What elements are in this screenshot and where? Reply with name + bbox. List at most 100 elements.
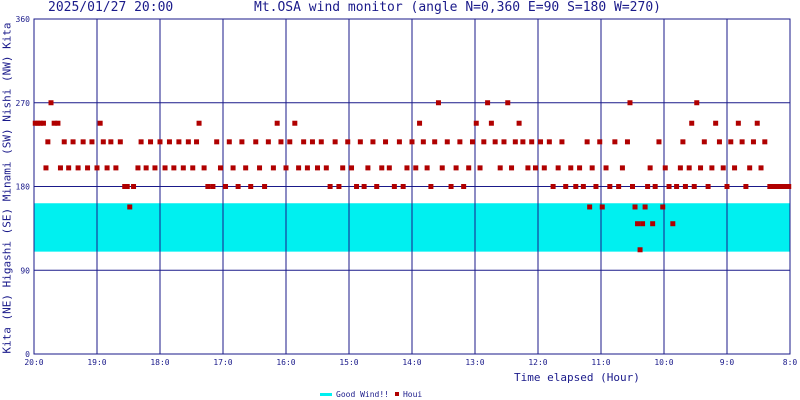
houi-point — [720, 165, 726, 171]
x-tick-label: 15:0 — [339, 358, 358, 367]
legend-label-houi: Houi — [402, 389, 423, 399]
chart-title: Mt.OSA wind monitor (angle N=0,360 E=90 … — [254, 0, 661, 15]
houi-point — [239, 139, 245, 145]
houi-point — [248, 184, 254, 189]
houi-point — [457, 139, 463, 145]
x-tick-label: 14:0 — [402, 358, 421, 367]
houi-point — [439, 165, 445, 171]
houi-point — [354, 184, 360, 189]
houi-point — [379, 165, 385, 171]
houi-point — [32, 120, 38, 126]
houi-point — [469, 139, 475, 145]
houi-point — [61, 139, 67, 145]
houi-point — [541, 165, 547, 171]
houi-point — [630, 184, 635, 189]
houi-point — [656, 139, 662, 145]
houi-point — [682, 184, 688, 189]
houi-point — [131, 184, 137, 189]
good-wind-swatch — [320, 392, 332, 396]
houi-point — [180, 165, 186, 171]
x-tick-label: 12:0 — [528, 358, 547, 367]
houi-point — [409, 139, 415, 145]
houi-point — [694, 100, 700, 106]
houi-point — [444, 139, 450, 145]
houi-point — [680, 139, 686, 145]
houi-point — [40, 120, 46, 126]
houi-point — [603, 165, 609, 171]
timestamp-label: 2025/01/27 20:00 — [48, 0, 174, 15]
houi-point — [301, 139, 307, 145]
houi-point — [100, 139, 106, 145]
houi-point — [94, 165, 100, 171]
houi-point — [332, 139, 338, 145]
houi-point — [477, 165, 483, 171]
houi-point — [767, 184, 773, 189]
houi-point — [201, 165, 207, 171]
houi-point — [735, 120, 741, 126]
houi-point — [666, 184, 672, 189]
houi-point — [593, 184, 599, 189]
houi-point — [190, 165, 196, 171]
houi-point — [262, 184, 268, 189]
houi-point — [37, 120, 43, 126]
houi-point — [171, 165, 177, 171]
houi-point — [647, 165, 653, 171]
x-tick-label: 13:0 — [465, 358, 484, 367]
houi-point — [396, 139, 402, 145]
houi-point — [481, 139, 487, 145]
houi-point — [117, 139, 123, 145]
houi-point — [771, 184, 777, 189]
x-tick-label: 8:0 — [783, 358, 798, 367]
houi-point — [196, 120, 202, 126]
houi-point — [108, 139, 114, 145]
houi-point — [466, 165, 472, 171]
houi-point — [309, 139, 315, 145]
x-tick-label: 16:0 — [276, 358, 295, 367]
houi-point — [157, 139, 163, 145]
houi-point — [104, 165, 110, 171]
houi-point — [550, 184, 556, 189]
houi-point — [35, 120, 41, 126]
houi-point — [674, 184, 680, 189]
houi-point — [85, 165, 91, 171]
houi-point — [43, 165, 49, 171]
houi-point — [113, 165, 119, 171]
x-tick-label: 17:0 — [213, 358, 232, 367]
y-tick-label: 180 — [16, 183, 31, 192]
houi-point — [55, 120, 61, 126]
houi-point — [619, 165, 625, 171]
houi-point — [97, 120, 103, 126]
houi-point — [580, 184, 586, 189]
houi-point — [432, 139, 438, 145]
houi-point — [345, 139, 351, 145]
houi-point — [568, 165, 574, 171]
y-tick-label: 0 — [25, 350, 30, 359]
houi-point — [89, 139, 95, 145]
houi-point — [176, 139, 182, 145]
houi-point — [525, 165, 531, 171]
houi-point — [509, 165, 515, 171]
x-tick-label: 10:0 — [654, 358, 673, 367]
houi-point — [205, 184, 211, 189]
houi-point — [51, 120, 57, 126]
x-tick-label: 20:0 — [24, 358, 43, 367]
houi-point — [689, 120, 695, 126]
houi-point — [650, 221, 656, 227]
houi-point — [597, 139, 603, 145]
houi-point — [473, 120, 479, 126]
houi-point — [435, 100, 441, 106]
houi-point — [660, 204, 666, 210]
houi-point — [223, 184, 229, 189]
houi-point — [584, 139, 590, 145]
houi-point — [529, 139, 535, 145]
houi-point — [185, 139, 191, 145]
houi-point — [577, 165, 583, 171]
houi-point — [404, 165, 410, 171]
houi-point — [724, 184, 730, 189]
houi-point — [497, 165, 503, 171]
houi-point — [599, 204, 605, 210]
houi-point — [383, 139, 389, 145]
houi-point — [612, 139, 618, 145]
houi-point — [235, 184, 241, 189]
